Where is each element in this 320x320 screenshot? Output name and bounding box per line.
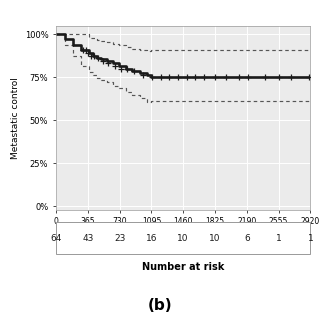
Point bbox=[95, 56, 100, 61]
Text: 64: 64 bbox=[50, 234, 62, 243]
Point bbox=[167, 75, 172, 80]
Point bbox=[236, 75, 242, 80]
Point bbox=[245, 75, 250, 80]
Point bbox=[193, 75, 198, 80]
Point bbox=[175, 75, 180, 80]
Point bbox=[212, 75, 218, 80]
Text: 6: 6 bbox=[244, 234, 250, 243]
Text: 1: 1 bbox=[308, 234, 313, 243]
Text: 16: 16 bbox=[146, 234, 157, 243]
Point bbox=[202, 75, 207, 80]
X-axis label: Time (days): Time (days) bbox=[151, 230, 215, 240]
Point bbox=[100, 58, 106, 63]
Point bbox=[119, 66, 124, 71]
Point bbox=[106, 61, 111, 66]
Point bbox=[184, 75, 189, 80]
Point bbox=[83, 47, 88, 52]
Point bbox=[80, 47, 85, 52]
Point bbox=[125, 66, 130, 71]
Text: 43: 43 bbox=[82, 234, 93, 243]
Text: 10: 10 bbox=[178, 234, 189, 243]
Point bbox=[140, 73, 146, 78]
Text: 1: 1 bbox=[276, 234, 282, 243]
Point bbox=[306, 75, 311, 80]
Point bbox=[89, 53, 94, 58]
Text: (b): (b) bbox=[148, 299, 172, 314]
Point bbox=[223, 75, 228, 80]
Y-axis label: Metastatic control: Metastatic control bbox=[12, 77, 20, 158]
Text: 10: 10 bbox=[209, 234, 221, 243]
Point bbox=[113, 63, 118, 68]
Point bbox=[289, 75, 294, 80]
Point bbox=[92, 53, 97, 58]
Text: Number at risk: Number at risk bbox=[142, 261, 224, 272]
Point bbox=[158, 75, 163, 80]
Point bbox=[276, 75, 281, 80]
Point bbox=[149, 75, 154, 80]
Point bbox=[262, 75, 268, 80]
Text: 23: 23 bbox=[114, 234, 125, 243]
Point bbox=[86, 51, 91, 56]
Point bbox=[132, 68, 137, 74]
